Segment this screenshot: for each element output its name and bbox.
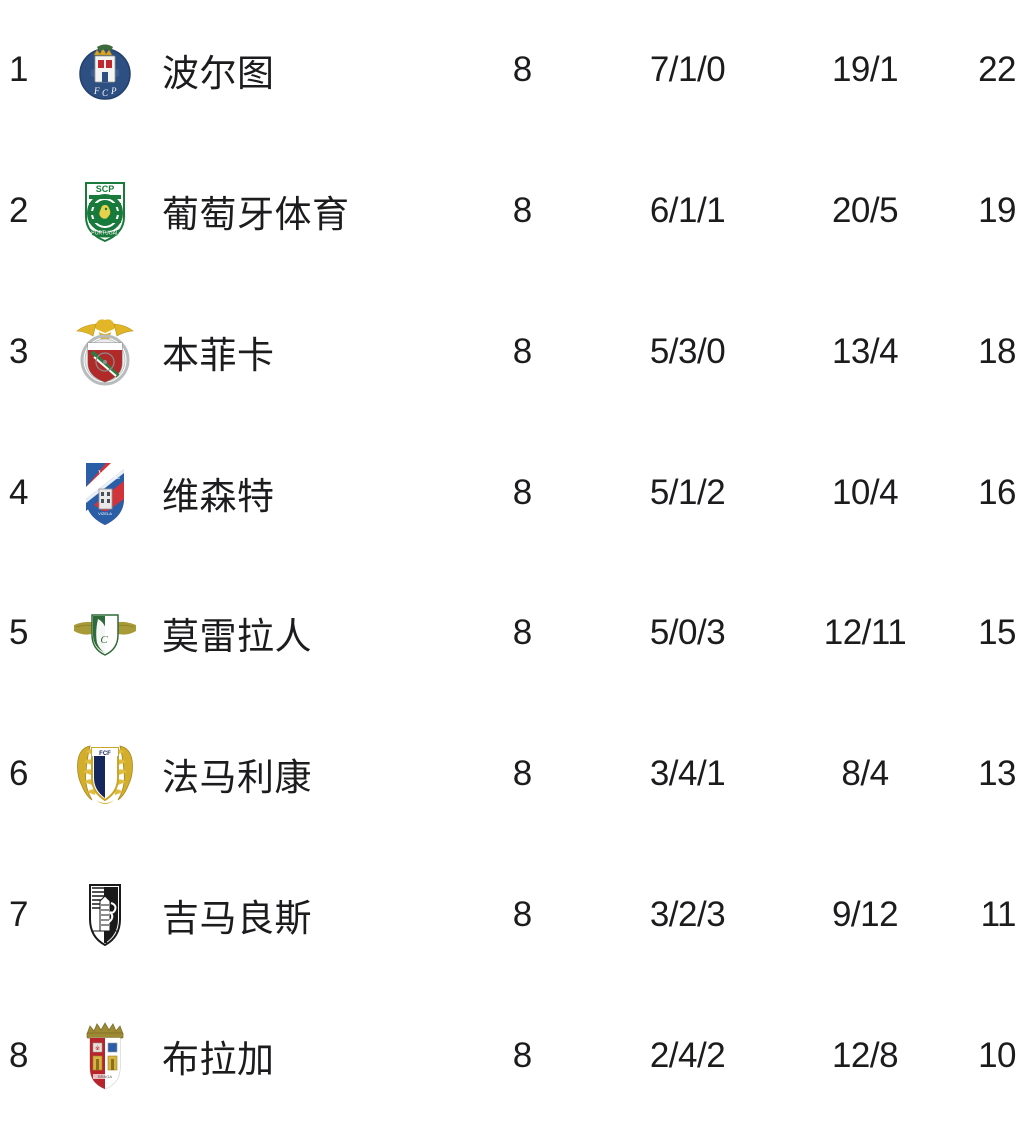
table-row[interactable]: 3 本菲卡 8 5/3/0 13/4 18 bbox=[0, 281, 1029, 423]
points-cell: 22 bbox=[978, 50, 1016, 90]
table-row[interactable]: 2 SCP PORTUGAL 葡萄牙体育 8 6/1/1 20/5 19 bbox=[0, 140, 1029, 282]
points-cell: 15 bbox=[978, 613, 1016, 653]
rank-cell: 4 bbox=[9, 472, 28, 512]
table-row[interactable]: 1 F C P 波尔图 8 7/1/0 19/1 22 bbox=[0, 0, 1029, 141]
svg-text:FCF: FCF bbox=[99, 751, 111, 757]
team-name: 莫雷拉人 bbox=[162, 616, 312, 658]
moreirense-crest-icon: C bbox=[74, 614, 136, 657]
points-cell: 19 bbox=[978, 191, 1016, 231]
table-row[interactable]: 5 C 莫雷拉人 8 5/0/3 12/11 15 bbox=[0, 563, 1029, 704]
svg-text:※: ※ bbox=[95, 1045, 100, 1052]
svg-text:P: P bbox=[110, 86, 117, 96]
vizela-crest: V F C VIZELA bbox=[60, 457, 150, 529]
braga-crest-icon: ※ BRAGA bbox=[86, 1021, 124, 1090]
rank-cell: 2 bbox=[9, 191, 28, 231]
sporting-cp-crest-icon: SCP PORTUGAL bbox=[85, 182, 125, 243]
goals-cell: 9/12 bbox=[831, 894, 899, 934]
svg-text:F: F bbox=[93, 86, 100, 96]
record-cell: 5/1/2 bbox=[649, 472, 726, 512]
points-cell: 16 bbox=[978, 472, 1016, 512]
team-name: 维森特 bbox=[162, 475, 275, 517]
points-cell: 13 bbox=[978, 754, 1016, 794]
rank-cell: 6 bbox=[9, 754, 28, 794]
team-name: 本菲卡 bbox=[162, 334, 275, 376]
record-cell: 6/1/1 bbox=[649, 191, 726, 231]
table-row[interactable]: 7 吉马良斯 8 3/2/3 9/12 11 bbox=[0, 844, 1029, 986]
goals-cell: 12/11 bbox=[823, 613, 907, 653]
played-cell: 8 bbox=[512, 331, 533, 371]
fc-porto-crest: F C P bbox=[60, 34, 150, 106]
braga-crest: ※ BRAGA bbox=[60, 1020, 150, 1092]
goals-cell: 20/5 bbox=[831, 191, 899, 231]
fc-porto-crest-icon: F C P bbox=[79, 44, 131, 101]
played-cell: 8 bbox=[512, 472, 533, 512]
team-name: 葡萄牙体育 bbox=[162, 194, 350, 236]
played-cell: 8 bbox=[512, 613, 533, 653]
vitoria-guimaraes-crest-icon bbox=[89, 883, 121, 947]
svg-text:PORTUGAL: PORTUGAL bbox=[91, 231, 119, 237]
record-cell: 2/4/2 bbox=[649, 1035, 726, 1075]
rank-cell: 7 bbox=[9, 894, 28, 934]
rank-cell: 1 bbox=[9, 50, 28, 90]
sporting-cp-crest: SCP PORTUGAL bbox=[60, 175, 150, 247]
team-name: 法马利康 bbox=[162, 757, 312, 799]
team-name: 吉马良斯 bbox=[162, 897, 312, 939]
svg-text:C: C bbox=[100, 634, 108, 646]
record-cell: 7/1/0 bbox=[649, 50, 726, 90]
goals-cell: 19/1 bbox=[831, 50, 899, 90]
famalicao-crest: FCF bbox=[60, 738, 150, 810]
played-cell: 8 bbox=[512, 50, 533, 90]
table-row[interactable]: 6 FCF 法马利康 8 3/4/1 8/4 13 bbox=[0, 703, 1029, 845]
points-cell: 10 bbox=[978, 1035, 1016, 1075]
rank-cell: 5 bbox=[9, 613, 28, 653]
svg-text:C: C bbox=[102, 88, 109, 98]
goals-cell: 10/4 bbox=[831, 472, 899, 512]
record-cell: 3/4/1 bbox=[649, 754, 726, 794]
points-cell: 18 bbox=[978, 331, 1016, 371]
goals-cell: 8/4 bbox=[841, 754, 889, 794]
played-cell: 8 bbox=[512, 894, 533, 934]
table-row[interactable]: 8 ※ BRAGA 布拉加 8 2/4/2 12/8 10 bbox=[0, 985, 1029, 1126]
vizela-crest-icon: V F C VIZELA bbox=[85, 462, 125, 526]
team-name: 波尔图 bbox=[162, 53, 275, 95]
svg-text:SCP: SCP bbox=[96, 184, 115, 194]
played-cell: 8 bbox=[512, 1035, 533, 1075]
moreirense-crest: C bbox=[60, 597, 150, 669]
table-row[interactable]: 4 V F C VIZELA 维森特 bbox=[0, 422, 1029, 563]
vitoria-guimaraes-crest bbox=[60, 879, 150, 951]
team-name: 布拉加 bbox=[162, 1038, 275, 1080]
svg-text:BRAGA: BRAGA bbox=[98, 1074, 112, 1079]
rank-cell: 8 bbox=[9, 1035, 28, 1075]
rank-cell: 3 bbox=[9, 331, 28, 371]
svg-text:V: V bbox=[98, 469, 105, 479]
record-cell: 5/3/0 bbox=[649, 331, 726, 371]
svg-text:F: F bbox=[106, 469, 111, 479]
benfica-crest-icon bbox=[76, 319, 134, 386]
svg-text:C: C bbox=[114, 471, 120, 481]
benfica-crest bbox=[60, 316, 150, 388]
svg-text:VIZELA: VIZELA bbox=[98, 511, 112, 516]
goals-cell: 12/8 bbox=[831, 1035, 899, 1075]
famalicao-crest-icon: FCF bbox=[77, 745, 133, 805]
record-cell: 3/2/3 bbox=[649, 894, 726, 934]
played-cell: 8 bbox=[512, 754, 533, 794]
goals-cell: 13/4 bbox=[831, 331, 899, 371]
played-cell: 8 bbox=[512, 191, 533, 231]
record-cell: 5/0/3 bbox=[649, 613, 726, 653]
points-cell: 11 bbox=[980, 894, 1017, 934]
